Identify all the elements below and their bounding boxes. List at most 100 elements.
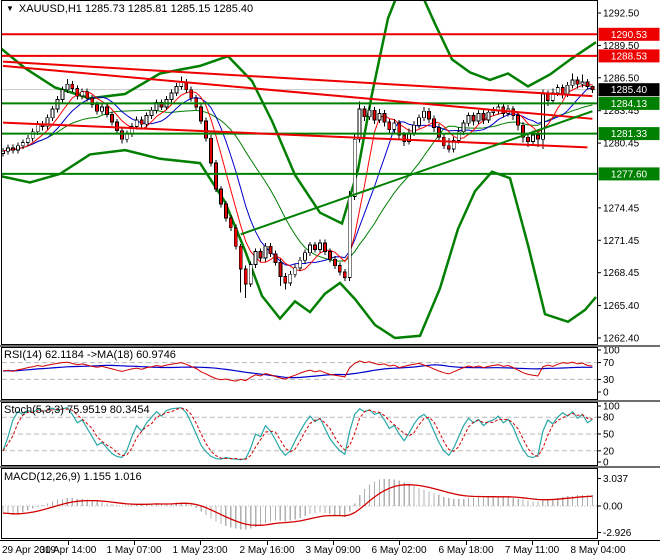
candle: [100, 106, 104, 112]
candle: [570, 79, 575, 86]
candle: [238, 245, 243, 270]
candle: [308, 244, 313, 254]
candle: [228, 217, 233, 229]
candle: [263, 245, 268, 259]
candle: [273, 253, 278, 263]
candle: [65, 83, 70, 91]
main-chart-pane[interactable]: 1292.50 1289.50 1286.50 1283.45 1280.45 1274.…: [0, 0, 660, 345]
candle: [431, 118, 436, 128]
candle: [446, 145, 451, 150]
candle: [134, 119, 139, 127]
svg-text:1284.13: 1284.13: [611, 99, 648, 110]
time-tick: [399, 541, 400, 545]
candle: [347, 196, 352, 278]
svg-text:1288.53: 1288.53: [611, 51, 648, 62]
candle: [367, 109, 372, 118]
svg-text:0: 0: [603, 388, 609, 399]
candle: [199, 106, 204, 122]
macd-signal-line: [2, 484, 593, 526]
candle: [382, 113, 387, 123]
pane-splitter[interactable]: [0, 400, 660, 402]
candle: [120, 130, 124, 140]
time-tick: [134, 541, 135, 545]
candle: [590, 86, 595, 91]
candle: [253, 251, 258, 266]
candle: [278, 261, 283, 277]
axis-tick: 0: [597, 458, 609, 467]
candle: [15, 145, 20, 151]
candle: [268, 245, 273, 255]
candle: [491, 110, 496, 113]
current-price-badge: 1285.40: [598, 83, 660, 97]
svg-text:1280.45: 1280.45: [603, 139, 640, 150]
axis-tick: 1292.50: [597, 9, 640, 20]
candle: [471, 115, 476, 122]
candle: [144, 115, 149, 125]
axis-tick: 100: [597, 347, 620, 357]
axis-tick: 3.037: [597, 474, 628, 485]
candle: [223, 203, 228, 219]
candle: [337, 265, 342, 273]
candle: [461, 122, 466, 133]
horizontal-levels[interactable]: [2, 33, 597, 175]
candle: [35, 123, 40, 133]
candle: [436, 127, 441, 138]
svg-text:70: 70: [603, 358, 615, 369]
resistance-badge: 1288.53: [598, 49, 660, 63]
candle: [283, 275, 288, 284]
candle: [521, 124, 525, 138]
svg-text:0: 0: [603, 458, 609, 467]
svg-text:100: 100: [603, 347, 620, 357]
candle: [575, 79, 580, 85]
candle: [50, 108, 55, 119]
candle: [402, 134, 407, 142]
candle: [526, 136, 530, 142]
candle: [214, 162, 218, 190]
pane-splitter[interactable]: [0, 345, 660, 347]
bollinger-bands[interactable]: [0, 0, 597, 340]
time-label: 1 May 07:00: [106, 545, 162, 556]
candle: [560, 87, 565, 95]
svg-text:0.00: 0.00: [603, 502, 623, 513]
candle: [555, 87, 560, 94]
svg-text:100: 100: [603, 402, 620, 413]
macd-pane[interactable]: 3.037 0.00 -2.926: [0, 468, 660, 539]
time-axis[interactable]: 29 Apr 2019 30 Apr 14:00 1 May 07:00 1 May …: [0, 540, 660, 560]
candle: [412, 124, 417, 134]
candle: [362, 108, 367, 118]
candle: [189, 89, 194, 99]
time-tick: [68, 541, 69, 545]
svg-text:30: 30: [603, 375, 615, 386]
candle: [545, 93, 550, 101]
candle: [298, 259, 303, 269]
axis-tick: 1274.45: [597, 203, 640, 214]
symbol-dropdown-icon: ▼: [6, 4, 14, 13]
candle: [481, 113, 486, 121]
svg-text:1281.33: 1281.33: [611, 129, 648, 140]
candle: [322, 242, 327, 253]
candle: [105, 106, 109, 115]
candle: [248, 264, 253, 285]
axis-tick: 1283.45: [597, 106, 640, 117]
candle: [318, 242, 322, 250]
candle: [357, 108, 362, 140]
candle: [516, 115, 520, 126]
svg-text:1268.45: 1268.45: [603, 268, 640, 279]
axis-tick: 1268.45: [597, 268, 640, 279]
time-tick: [532, 541, 533, 545]
pane-splitter[interactable]: [0, 466, 660, 468]
svg-text:20: 20: [603, 446, 615, 457]
candle: [95, 104, 99, 112]
candle: [387, 121, 392, 130]
candle: [209, 137, 213, 164]
axis-tick: -2.926: [597, 528, 632, 539]
trendlines[interactable]: [2, 60, 593, 236]
support-badge: 1277.60: [598, 167, 660, 181]
candle: [427, 110, 431, 120]
axis-tick: 0.00: [597, 502, 623, 513]
svg-text:-2.926: -2.926: [603, 528, 632, 539]
chart-title-text: XAUUSD,H1 1285.73 1285.81 1285.15 1285.4…: [18, 3, 254, 15]
